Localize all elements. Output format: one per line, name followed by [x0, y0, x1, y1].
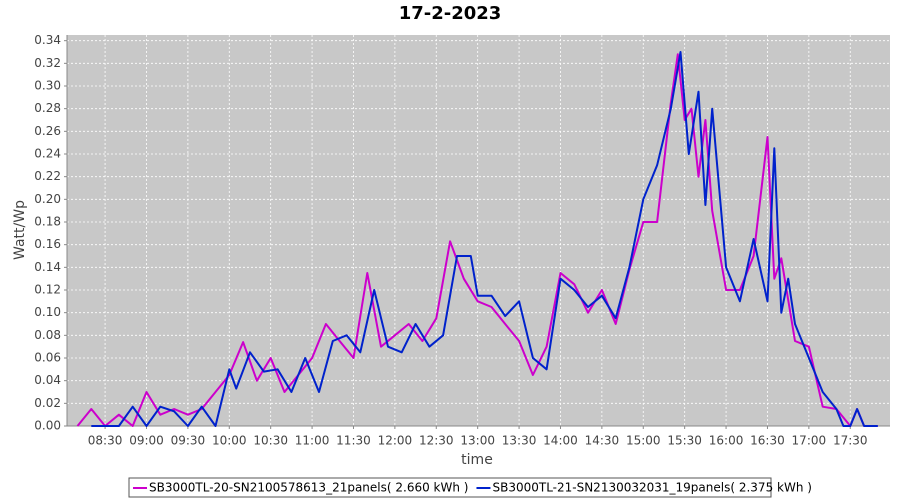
plot-area — [67, 35, 890, 426]
y-tick-label: 0.06 — [34, 351, 61, 365]
x-tick-label: 14:30 — [585, 434, 620, 448]
y-tick-label: 0.34 — [34, 33, 61, 47]
x-tick-label: 14:00 — [543, 434, 578, 448]
y-axis-label: Watt/Wp — [12, 200, 28, 260]
x-tick-label: 10:00 — [212, 434, 247, 448]
x-tick-label: 11:30 — [336, 434, 371, 448]
x-tick-label: 10:30 — [253, 434, 288, 448]
series-line — [76, 53, 878, 427]
series-line — [91, 51, 878, 427]
y-tick-label: 0.00 — [34, 419, 61, 433]
x-tick-label: 17:30 — [833, 434, 868, 448]
x-tick-label: 09:00 — [129, 434, 164, 448]
y-tick-label: 0.16 — [34, 237, 61, 251]
y-tick-label: 0.32 — [34, 56, 61, 70]
x-tick-label: 13:00 — [460, 434, 495, 448]
y-tick-label: 0.02 — [34, 396, 61, 410]
y-tick-label: 0.04 — [34, 373, 61, 387]
y-tick-label: 0.22 — [34, 169, 61, 183]
y-tick-label: 0.14 — [34, 260, 61, 274]
x-tick-label: 16:30 — [750, 434, 785, 448]
y-tick-label: 0.12 — [34, 283, 61, 297]
x-tick-label: 16:00 — [709, 434, 744, 448]
y-tick-label: 0.24 — [34, 147, 61, 161]
x-axis-label: time — [461, 452, 493, 468]
y-tick-label: 0.08 — [34, 328, 61, 342]
x-tick-label: 12:00 — [378, 434, 413, 448]
chart-title: 17-2-2023 — [399, 3, 502, 24]
y-tick-label: 0.18 — [34, 215, 61, 229]
x-tick-label: 15:00 — [626, 434, 661, 448]
x-tick-label: 12:30 — [419, 434, 454, 448]
y-tick-label: 0.28 — [34, 101, 61, 115]
legend — [128, 477, 772, 498]
y-tick-label: 0.20 — [34, 192, 61, 206]
legend-entry: SB3000TL-20-SN2100578613_21panels( 2.660… — [149, 481, 468, 495]
y-tick-label: 0.30 — [34, 79, 61, 93]
x-tick-label: 15:30 — [667, 434, 702, 448]
legend-entry: SB3000TL-21-SN2130032031_19panels( 2.375… — [492, 481, 811, 495]
y-tick-label: 0.10 — [34, 305, 61, 319]
x-tick-label: 09:30 — [171, 434, 206, 448]
x-tick-label: 08:30 — [88, 434, 123, 448]
x-tick-label: 17:00 — [792, 434, 827, 448]
x-tick-label: 11:00 — [295, 434, 330, 448]
x-tick-label: 13:30 — [502, 434, 537, 448]
y-tick-label: 0.26 — [34, 124, 61, 138]
